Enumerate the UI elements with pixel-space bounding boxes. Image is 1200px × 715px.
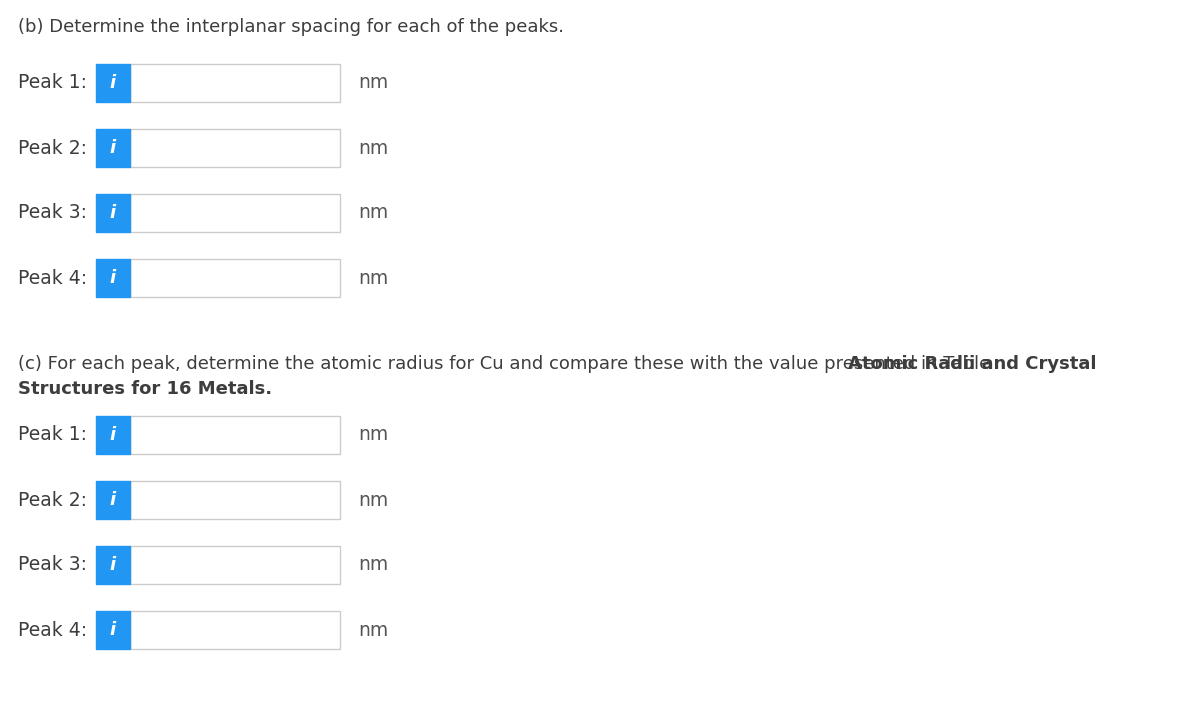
FancyBboxPatch shape — [130, 64, 340, 102]
Text: (c) For each peak, determine the atomic radius for Cu and compare these with the: (c) For each peak, determine the atomic … — [18, 355, 996, 373]
Text: Peak 1:: Peak 1: — [18, 425, 88, 445]
FancyBboxPatch shape — [130, 259, 340, 297]
Text: i: i — [110, 139, 116, 157]
Text: Peak 3:: Peak 3: — [18, 204, 88, 222]
Text: Peak 3:: Peak 3: — [18, 556, 88, 574]
Text: Structures for 16 Metals.: Structures for 16 Metals. — [18, 380, 272, 398]
Text: Peak 2:: Peak 2: — [18, 490, 88, 510]
Text: nm: nm — [358, 556, 389, 574]
Text: (b) Determine the interplanar spacing for each of the peaks.: (b) Determine the interplanar spacing fo… — [18, 18, 564, 36]
FancyBboxPatch shape — [130, 129, 340, 167]
Text: Peak 2:: Peak 2: — [18, 139, 88, 157]
Text: i: i — [110, 426, 116, 444]
FancyBboxPatch shape — [130, 546, 340, 584]
FancyBboxPatch shape — [96, 611, 130, 649]
FancyBboxPatch shape — [96, 64, 130, 102]
Text: i: i — [110, 204, 116, 222]
Text: Atomic Radii and Crystal: Atomic Radii and Crystal — [848, 355, 1097, 373]
FancyBboxPatch shape — [130, 481, 340, 519]
Text: i: i — [110, 491, 116, 509]
Text: nm: nm — [358, 490, 389, 510]
FancyBboxPatch shape — [130, 194, 340, 232]
Text: nm: nm — [358, 204, 389, 222]
FancyBboxPatch shape — [96, 194, 130, 232]
Text: Peak 4:: Peak 4: — [18, 269, 88, 287]
Text: i: i — [110, 269, 116, 287]
Text: i: i — [110, 556, 116, 574]
FancyBboxPatch shape — [96, 259, 130, 297]
FancyBboxPatch shape — [96, 481, 130, 519]
FancyBboxPatch shape — [130, 611, 340, 649]
FancyBboxPatch shape — [96, 546, 130, 584]
FancyBboxPatch shape — [130, 416, 340, 454]
Text: nm: nm — [358, 269, 389, 287]
Text: nm: nm — [358, 74, 389, 92]
Text: Peak 1:: Peak 1: — [18, 74, 88, 92]
FancyBboxPatch shape — [96, 129, 130, 167]
Text: Peak 4:: Peak 4: — [18, 621, 88, 639]
Text: nm: nm — [358, 139, 389, 157]
Text: nm: nm — [358, 621, 389, 639]
Text: i: i — [110, 621, 116, 639]
Text: nm: nm — [358, 425, 389, 445]
FancyBboxPatch shape — [96, 416, 130, 454]
Text: i: i — [110, 74, 116, 92]
